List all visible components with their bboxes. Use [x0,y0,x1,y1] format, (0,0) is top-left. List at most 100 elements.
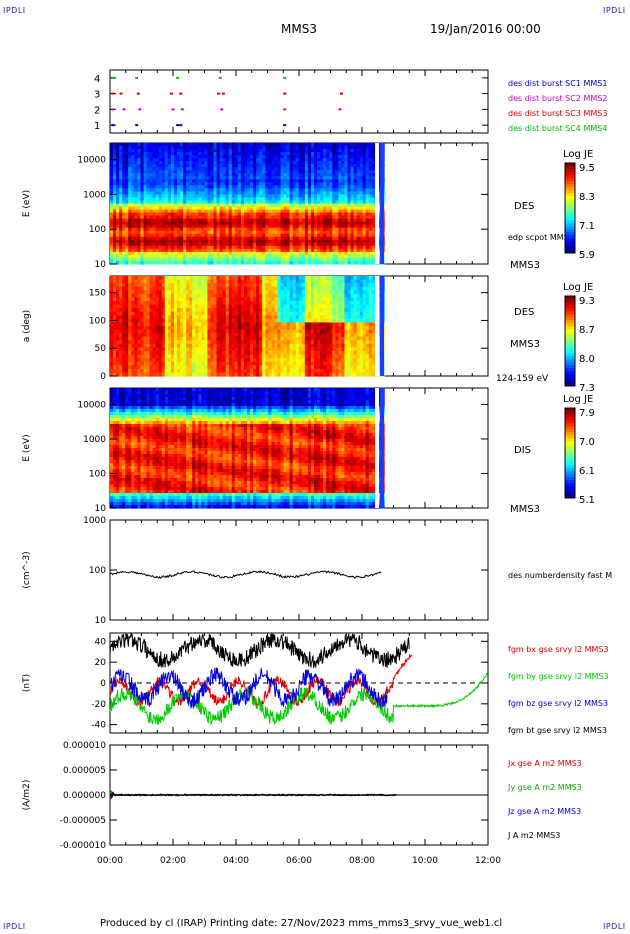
burst-marker [111,92,115,95]
colorbar-tick-label: 8.0 [579,354,595,365]
spectrogram [110,276,385,377]
y-tick-label: -0.000005 [60,816,106,826]
panel-side-label: DES [514,201,534,212]
burst-marker [122,108,126,111]
y-tick-label: 2 [94,105,100,116]
colorbar-cell [565,480,575,484]
b-field-line [109,632,410,669]
colorbar-cell [565,341,575,345]
colorbar-cell [565,492,575,496]
colorbar-cell [565,214,575,218]
colorbar-cell [565,471,575,475]
colorbar-cell [565,350,575,354]
y-tick-label: 4 [94,74,100,85]
colorbar-tick-label: 8.7 [579,325,595,336]
series-label: fgm by gse srvy l2 MMS3 [508,672,609,681]
burst-marker [283,108,287,111]
colorbar-cell [565,320,575,324]
colorbar-title: Log JE [563,282,593,293]
y-tick-label: 1000 [83,435,106,445]
y-tick-label: 10 [95,260,107,270]
data-gap [375,276,380,376]
burst-marker [111,124,115,127]
burst-marker [180,108,184,111]
colorbar-cell [565,483,575,487]
time-tick-label: 12:00 [475,856,501,866]
colorbar-cell [565,235,575,239]
time-tick-label: 06:00 [286,856,312,866]
burst-legend-label: des dist burst SC2 MMS2 [508,94,607,103]
colorbar-cell [565,323,575,327]
y-tick-label: 10000 [77,400,106,410]
burst-marker [283,92,287,95]
burst-marker [119,92,123,95]
colorbar-frame [564,407,576,499]
y-axis-label: E (eV) [22,190,32,217]
data-gap [375,143,380,264]
footer-credit: Produced by cl (IRAP) Printing date: 27/… [100,918,503,929]
colorbar-cell [565,417,575,421]
y-tick-label: 100 [89,566,106,576]
colorbar-cell [565,317,575,321]
colorbar-cell [565,305,575,309]
colorbar-tick-label: 7.3 [579,383,595,394]
colorbar-cell [565,314,575,318]
burst-marker [136,92,140,95]
colorbar-tick-label: 9.5 [579,163,595,174]
series-label: J A m2 MMS3 [507,831,560,840]
corner-label-top-right: IPDLI [603,6,626,15]
burst-legend-label: des dist burst SC1 MMS1 [508,79,607,88]
b-field-line [109,667,388,709]
panel-frame [109,69,489,134]
colorbar-frame [564,162,576,254]
colorbar-cell [565,429,575,433]
colorbar-cell [565,184,575,188]
burst-marker [283,124,287,127]
y-tick-label: 0 [100,372,106,382]
b-field-line [109,672,488,726]
burst-marker [111,76,115,79]
burst-marker [218,76,222,79]
colorbar-cell [565,420,575,424]
panel-side-label: edp scpot MMS3 [508,233,574,242]
burst-marker [220,108,224,111]
data-edge [380,143,385,264]
y-axis-label: (nT) [22,674,32,692]
panel-side-label: DIS [514,445,531,456]
colorbar-cell [565,359,575,363]
colorbar-cell [565,187,575,191]
burst-marker [338,108,342,111]
y-tick-label: 150 [89,289,106,299]
colorbar-tick-label: 5.9 [579,250,595,261]
burst-marker [135,124,139,127]
burst-marker [176,124,180,127]
time-tick-label: 04:00 [223,856,249,866]
colorbar-cell [565,486,575,490]
colorbar-cell [565,329,575,333]
colorbar-cell [565,450,575,454]
y-tick-label: 0.000005 [63,766,106,776]
y-tick-label: 1 [94,121,100,132]
colorbar-tick-label: 5.1 [579,495,595,506]
y-tick-label: 40 [95,637,107,647]
colorbar-cell [565,353,575,357]
y-tick-label: 100 [89,225,106,235]
colorbar-cell [565,202,575,206]
data-edge [380,276,385,376]
burst-marker [221,92,225,95]
y-tick-label: 0 [100,679,106,689]
colorbar-cell [565,489,575,493]
y-tick-label: -0.000010 [60,841,106,851]
colorbar-frame [564,295,576,387]
y-tick-label: 10000 [77,156,106,166]
burst-marker [138,108,142,111]
colorbar-cell [565,166,575,170]
y-tick-label: -40 [91,721,106,731]
colorbar-cell [565,178,575,182]
series-label: des numberdensity fast M [508,571,612,580]
spacecraft-title: MMS3 [281,22,317,36]
colorbar-cell [565,380,575,384]
burst-marker [283,76,287,79]
colorbar-cell [565,474,575,478]
colorbar-cell [565,411,575,415]
